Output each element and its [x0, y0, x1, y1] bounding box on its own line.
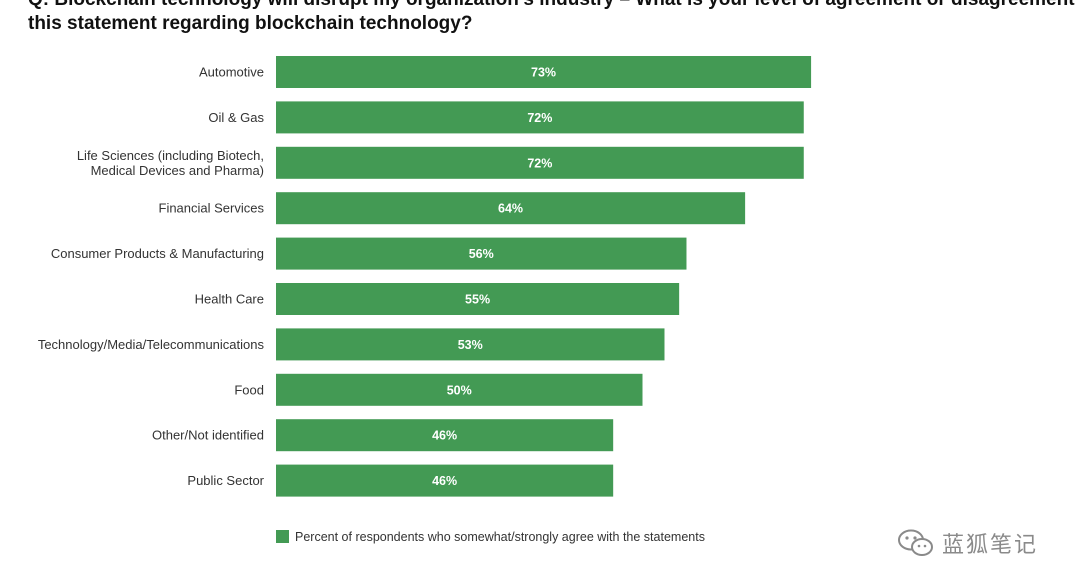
bar-value-label: 53%: [458, 338, 483, 352]
bar-3: [276, 146, 804, 179]
title-line-2: this statement regarding blockchain tech…: [28, 13, 473, 34]
bar-7: [276, 328, 665, 361]
wechat-icon: [898, 529, 933, 556]
bar-4: [276, 192, 746, 225]
category-label: Medical Devices and Pharma): [91, 163, 264, 178]
watermark-text: 蓝狐笔记: [942, 532, 1039, 557]
bar-5: [276, 237, 687, 270]
category-label: Oil & Gas: [208, 110, 264, 125]
bar-2: [276, 101, 804, 134]
category-label: Financial Services: [159, 201, 265, 216]
legend-label: Percent of respondents who somewhat/stro…: [295, 530, 705, 544]
title-line-1: Q: Blockchain technology will disrupt my…: [28, 0, 1078, 12]
category-label: Automotive: [199, 65, 264, 80]
category-label: Food: [234, 382, 264, 397]
bar-value-label: 46%: [432, 429, 457, 443]
category-label: Public Sector: [187, 473, 264, 488]
category-label: Other/Not identified: [152, 428, 264, 443]
bar-value-label: 72%: [527, 111, 552, 125]
bar-value-label: 50%: [447, 383, 472, 397]
bar-value-label: 55%: [465, 293, 490, 307]
bar-value-label: 56%: [469, 247, 494, 261]
bar-value-label: 64%: [498, 202, 523, 216]
category-label: Consumer Products & Manufacturing: [51, 246, 264, 261]
bar-value-label: 72%: [527, 156, 552, 170]
bar-value-label: 73%: [531, 66, 556, 80]
bar-10: [276, 464, 614, 497]
bar-value-label: 46%: [432, 474, 457, 488]
bar-8: [276, 373, 643, 406]
bar-1: [276, 56, 812, 88]
category-label: Life Sciences (including Biotech,: [77, 148, 264, 163]
bar-9: [276, 419, 614, 452]
watermark: 蓝狐笔记: [896, 527, 1038, 559]
category-label: Health Care: [195, 292, 264, 307]
category-label: Technology/Media/Telecommunications: [38, 337, 265, 352]
chart-title: Q: Blockchain technology will disrupt my…: [28, 0, 1078, 36]
bar-6: [276, 283, 680, 315]
legend-swatch: [276, 530, 289, 543]
